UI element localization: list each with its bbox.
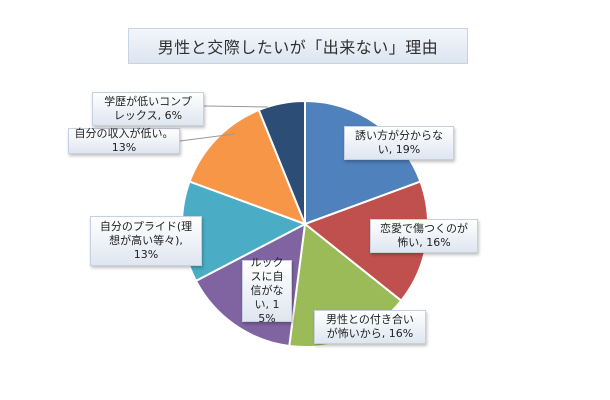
data-label: 自分のプライド(理 想が高い等々), 13%: [90, 216, 202, 266]
data-label: 学歴が低いコンプ レックス, 6%: [92, 92, 204, 126]
data-label: 恋愛で傷つくのが 怖い, 16%: [370, 219, 478, 253]
pie-slice: [304, 99, 422, 226]
pie-slice: [257, 99, 306, 225]
pie-slice: [188, 108, 307, 226]
data-label: 誘い方が分からな い, 19%: [344, 126, 454, 160]
data-label: 男性との付き合い が怖いから, 16%: [314, 310, 426, 344]
leader-line: [203, 105, 269, 108]
chart-title: 男性と交際したいが「出来ない」理由: [128, 28, 468, 64]
data-label: 自分の収入が低い。 13%: [68, 127, 180, 154]
leader-line: [179, 133, 235, 142]
data-label: ルック スに自 信がな い, 15%: [242, 256, 292, 325]
